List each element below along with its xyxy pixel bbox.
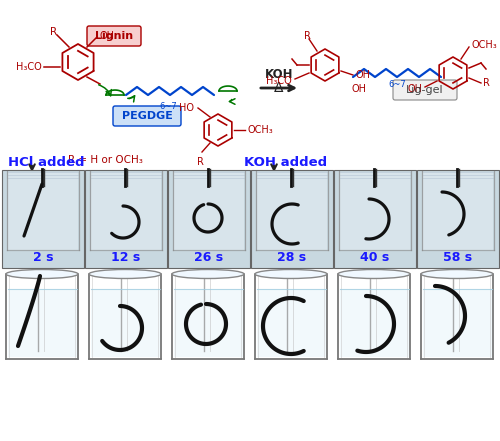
- Text: R: R: [304, 31, 310, 41]
- Text: 6~7: 6~7: [159, 102, 177, 111]
- Text: OCH₃: OCH₃: [471, 40, 497, 50]
- Bar: [174, 172, 244, 250]
- Ellipse shape: [6, 269, 78, 279]
- FancyBboxPatch shape: [87, 26, 141, 46]
- Ellipse shape: [255, 269, 327, 279]
- Text: OH: OH: [355, 70, 370, 80]
- Text: Δ: Δ: [274, 81, 284, 95]
- Bar: [90, 289, 160, 357]
- Text: 28 s: 28 s: [278, 251, 306, 264]
- Bar: [417, 170, 499, 268]
- Bar: [340, 289, 408, 357]
- Text: 2 s: 2 s: [33, 251, 53, 264]
- Bar: [8, 172, 78, 250]
- Text: KOH added: KOH added: [244, 156, 327, 168]
- Bar: [8, 289, 76, 357]
- Text: H₃CO: H₃CO: [266, 76, 292, 86]
- Text: OH: OH: [408, 84, 423, 94]
- Bar: [251, 170, 333, 268]
- Bar: [91, 172, 161, 250]
- Bar: [85, 170, 167, 268]
- Text: HCl added: HCl added: [8, 156, 85, 168]
- FancyBboxPatch shape: [393, 80, 457, 100]
- Text: OH: OH: [351, 84, 366, 94]
- Text: 26 s: 26 s: [194, 251, 224, 264]
- Bar: [168, 170, 250, 268]
- Bar: [174, 289, 242, 357]
- Text: OCH₃: OCH₃: [247, 125, 273, 135]
- Bar: [340, 172, 410, 250]
- Text: Lignin: Lignin: [95, 31, 133, 41]
- Bar: [334, 170, 416, 268]
- Text: 58 s: 58 s: [444, 251, 472, 264]
- Bar: [256, 289, 326, 357]
- Text: 40 s: 40 s: [360, 251, 390, 264]
- Ellipse shape: [338, 269, 410, 279]
- Text: HO: HO: [179, 103, 194, 113]
- Text: R = H or OCH₃: R = H or OCH₃: [68, 155, 143, 165]
- Text: PEGDGE: PEGDGE: [122, 111, 172, 121]
- Text: OH: OH: [99, 31, 114, 41]
- Ellipse shape: [89, 269, 161, 279]
- Text: KOH: KOH: [265, 67, 293, 81]
- Text: Lig-gel: Lig-gel: [406, 85, 444, 95]
- Ellipse shape: [421, 269, 493, 279]
- Text: R: R: [50, 27, 58, 37]
- Bar: [422, 289, 492, 357]
- Text: R: R: [483, 78, 490, 88]
- Bar: [2, 170, 84, 268]
- Text: 12 s: 12 s: [112, 251, 140, 264]
- Text: 6~7: 6~7: [388, 80, 406, 89]
- Text: H₃CO: H₃CO: [16, 62, 42, 72]
- FancyBboxPatch shape: [113, 106, 181, 126]
- Ellipse shape: [172, 269, 244, 279]
- Bar: [257, 172, 327, 250]
- Text: R: R: [196, 157, 203, 167]
- Bar: [423, 172, 493, 250]
